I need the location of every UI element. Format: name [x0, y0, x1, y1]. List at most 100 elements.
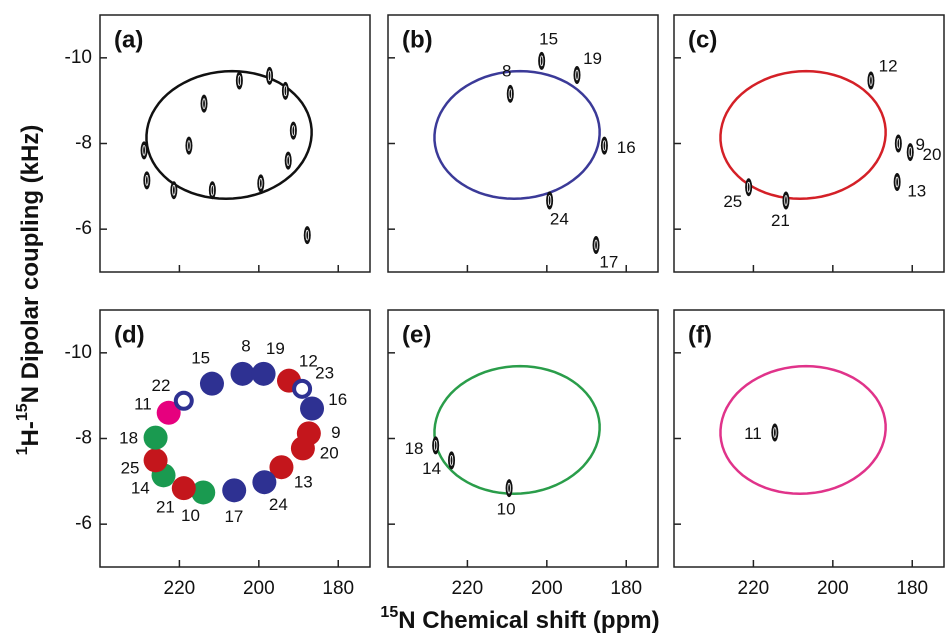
peak-label: 18	[405, 439, 424, 458]
peak-contour	[575, 69, 579, 81]
peak	[573, 65, 581, 84]
pisa-wheel	[433, 364, 601, 496]
peak-contour	[449, 454, 454, 466]
peak	[140, 141, 148, 160]
panel-label: (d)	[114, 321, 145, 348]
peak-contour	[187, 140, 191, 152]
panel-label: (a)	[114, 26, 143, 53]
peak-label: 11	[744, 424, 762, 443]
x-tick-label: 180	[610, 578, 642, 599]
y-tick-label: -6	[75, 513, 92, 534]
peak-label: 25	[723, 192, 742, 211]
plot-frame	[387, 309, 659, 568]
residue-marker	[300, 396, 325, 421]
plot-frame	[99, 14, 371, 273]
peak-contour	[539, 55, 544, 67]
peak	[546, 191, 554, 210]
peak-label: 9	[331, 423, 340, 442]
peak-contour	[784, 195, 788, 206]
residue-marker	[230, 361, 255, 386]
x-tick-label: 200	[243, 578, 275, 599]
pisa-wheel	[145, 69, 313, 201]
peak-contour	[145, 174, 149, 186]
peak-contour	[291, 125, 296, 137]
panel: (b) 15 8 19 16 24 17	[387, 14, 659, 273]
y-tick-label: -10	[65, 342, 92, 363]
plot-frame	[673, 309, 945, 568]
x-tick-label: 220	[164, 578, 196, 599]
panel-label: (c)	[688, 26, 717, 53]
x-title-text: N Chemical shift (ppm)	[398, 607, 659, 634]
peak-label: 17	[599, 252, 618, 271]
peak-contour	[895, 176, 899, 188]
peak-label: 11	[134, 394, 152, 413]
peak-label: 19	[583, 49, 602, 68]
residue-marker	[143, 448, 168, 473]
y-tick-label: -10	[65, 47, 92, 68]
residue-marker	[251, 361, 276, 386]
peak-label: 13	[907, 181, 926, 200]
x-tick-label: 180	[896, 578, 928, 599]
residue-marker	[143, 425, 168, 450]
residue-marker	[269, 455, 294, 480]
peak-label: 25	[121, 459, 140, 478]
peak-contour	[773, 427, 777, 438]
peak-label: 23	[315, 363, 334, 382]
peak-contour	[908, 146, 912, 158]
peak-label: 21	[771, 211, 790, 230]
peak-label: 13	[294, 473, 313, 492]
peak-contour	[172, 184, 176, 196]
peak	[771, 423, 779, 442]
peak-label: 19	[266, 339, 285, 358]
peak-label: 24	[550, 210, 569, 229]
peak-label: 8	[241, 337, 250, 356]
peak-label: 20	[320, 444, 339, 463]
x-tick-label: 200	[531, 578, 563, 599]
pisa-wheel	[719, 69, 887, 201]
peak-contour	[267, 70, 272, 82]
peak	[208, 181, 216, 200]
residue-marker	[252, 470, 277, 495]
panel-label: (b)	[402, 26, 433, 53]
peak-label: 18	[119, 429, 138, 448]
peak-label: 24	[269, 495, 288, 514]
plot-frame	[99, 309, 371, 568]
open-residue-marker	[292, 378, 313, 399]
peak	[170, 181, 178, 200]
peak-contour	[142, 144, 146, 156]
peak	[893, 173, 901, 192]
x-tick-label: 220	[452, 578, 484, 599]
peak	[505, 479, 513, 498]
peak	[448, 451, 456, 470]
peak	[432, 436, 440, 455]
peak-label: 12	[299, 351, 318, 370]
peak-label: 21	[156, 497, 175, 516]
peak	[266, 66, 274, 85]
panel: (f) 220 200 180 11	[673, 309, 945, 599]
peak-contour	[547, 195, 552, 206]
peak-contour	[869, 75, 873, 86]
peak-label: 15	[191, 349, 210, 368]
peak-label: 20	[923, 145, 942, 164]
residue-marker	[156, 400, 181, 425]
plot-frame	[673, 14, 945, 273]
peak	[906, 143, 914, 162]
y-tick-label: -8	[75, 428, 92, 449]
peak	[200, 94, 208, 113]
peak	[592, 236, 600, 255]
peak	[185, 136, 193, 155]
peak-label: 8	[502, 62, 511, 81]
pisa-wheel	[719, 364, 887, 496]
peak	[289, 121, 297, 140]
peak	[506, 84, 514, 103]
peak-contour	[433, 439, 438, 451]
peak-label: 15	[539, 29, 558, 48]
peak-contour	[237, 75, 242, 86]
peak-contour	[508, 88, 512, 100]
peak	[745, 178, 753, 197]
peak-contour	[305, 229, 309, 241]
peak-contour	[210, 184, 215, 196]
